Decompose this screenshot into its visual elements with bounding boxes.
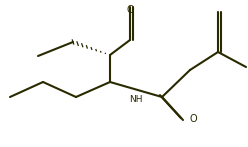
Text: NH: NH [129,96,143,105]
Text: O: O [189,114,197,124]
Text: O: O [126,5,134,15]
